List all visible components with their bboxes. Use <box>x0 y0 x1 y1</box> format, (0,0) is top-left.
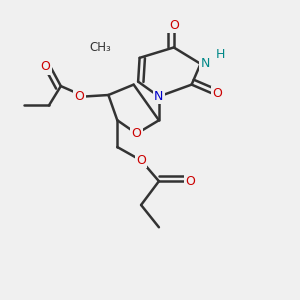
Text: O: O <box>40 60 50 73</box>
Text: O: O <box>132 127 142 140</box>
Text: N: N <box>154 90 164 103</box>
Text: O: O <box>136 154 146 167</box>
Text: O: O <box>75 90 85 103</box>
Text: O: O <box>169 19 179 32</box>
Text: O: O <box>212 87 222 100</box>
Text: H: H <box>215 48 225 62</box>
Text: O: O <box>186 175 196 188</box>
Text: N: N <box>200 57 210 70</box>
Text: CH₃: CH₃ <box>90 41 111 54</box>
